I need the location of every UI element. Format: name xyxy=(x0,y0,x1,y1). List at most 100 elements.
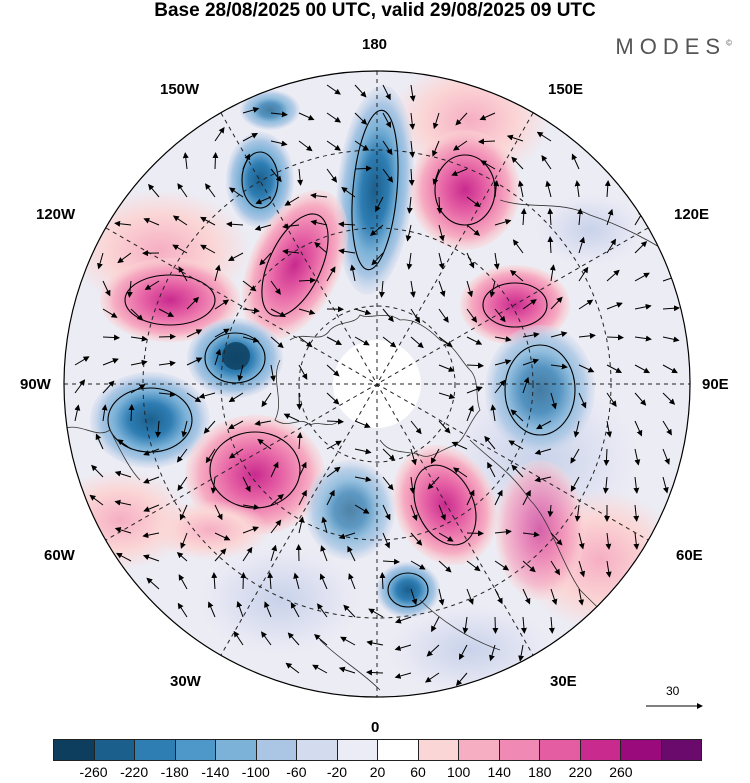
wind-arrow xyxy=(606,364,622,373)
wind-arrow xyxy=(375,196,384,213)
wind-arrow xyxy=(296,392,303,410)
wind-arrow xyxy=(634,303,652,310)
wind-arrow xyxy=(158,308,175,317)
wind-arrow xyxy=(494,489,503,506)
colorbar-swatch xyxy=(53,740,95,760)
wind-arrow xyxy=(319,573,328,590)
wind-arrow xyxy=(438,280,446,298)
wind-arrow xyxy=(205,448,216,464)
wind-arrow xyxy=(341,187,356,198)
wind-arrow xyxy=(455,112,468,126)
wind-arrow xyxy=(517,180,524,198)
wind-arrow xyxy=(242,546,253,562)
wind-arrow xyxy=(634,392,647,406)
wind-arrow xyxy=(242,153,251,170)
wind-arrow xyxy=(452,140,468,151)
wind-arrow xyxy=(406,252,413,270)
wind-arrow xyxy=(577,208,584,226)
wind-arrow xyxy=(438,392,456,400)
wind-arrow xyxy=(574,504,581,522)
wind-arrow xyxy=(130,384,146,394)
wind-arrow xyxy=(338,666,356,674)
wind-arrow xyxy=(326,336,342,345)
wind-arrow xyxy=(261,392,272,408)
wind-arrow xyxy=(270,544,278,562)
wind-arrow xyxy=(211,572,218,590)
wind-arrow xyxy=(298,516,305,534)
wind-arrow xyxy=(479,112,496,121)
wind-arrow xyxy=(326,84,341,95)
wind-arrow xyxy=(178,266,188,282)
wind-arrow xyxy=(466,308,478,323)
wind-arrow xyxy=(409,112,416,130)
colorbar-tick-label: 100 xyxy=(446,764,471,780)
wind-arrow xyxy=(200,244,216,254)
wind-arrow xyxy=(354,420,371,428)
wind-arrow xyxy=(518,644,525,662)
wind-arrow xyxy=(522,489,531,506)
lon-label-90e: 90E xyxy=(702,376,729,393)
wind-arrow xyxy=(102,280,111,297)
wind-arrow xyxy=(549,264,556,282)
wind-arrow xyxy=(326,440,342,450)
wind-arrow xyxy=(200,216,216,226)
wind-arrow xyxy=(146,577,160,590)
wind-arrow xyxy=(508,440,524,450)
wind-arrow xyxy=(180,532,188,549)
wind-arrow xyxy=(520,616,527,634)
colorbar-swatch xyxy=(378,740,419,760)
wind-arrow xyxy=(310,192,328,199)
wind-arrow xyxy=(283,413,300,422)
wind-arrow xyxy=(438,336,453,348)
wind-arrow xyxy=(520,208,527,226)
wind-arrow xyxy=(480,160,496,170)
wind-arrow xyxy=(547,504,554,518)
wind-arrow xyxy=(172,215,188,226)
wind-arrow xyxy=(74,404,81,422)
wind-arrow xyxy=(240,572,247,590)
colorbar-swatch xyxy=(256,740,297,760)
wind-arrow xyxy=(511,156,524,170)
wind-arrow xyxy=(366,639,384,646)
wind-arrow xyxy=(633,476,640,494)
wind-arrow xyxy=(662,305,680,312)
wind-arrow xyxy=(368,608,384,618)
wind-arrow xyxy=(101,404,108,422)
wind-arrow xyxy=(490,404,497,422)
wind-arrow xyxy=(214,126,225,142)
wind-arrow xyxy=(297,168,304,186)
wind-arrow xyxy=(452,467,468,478)
wind-arrow xyxy=(534,476,552,483)
modes-logo: MODES© xyxy=(615,34,732,59)
wind-arrow xyxy=(466,362,484,369)
wind-arrow xyxy=(410,588,418,606)
wind-arrow xyxy=(438,588,445,606)
wind-arrow xyxy=(326,489,335,506)
wind-arrow xyxy=(242,526,259,534)
wind-arrow xyxy=(662,448,670,465)
wind-arrow xyxy=(270,168,282,183)
wind-arrow xyxy=(338,248,356,255)
wind-arrow xyxy=(186,296,200,310)
wind-arrow xyxy=(130,308,144,321)
wind-arrow xyxy=(207,601,216,618)
wind-arrow xyxy=(512,239,524,254)
wind-arrow xyxy=(226,221,244,228)
colorbar-swatch xyxy=(540,740,581,760)
wind-arrow xyxy=(432,168,440,186)
wind-arrow xyxy=(494,359,512,366)
wind-arrow xyxy=(214,532,231,541)
wind-arrow xyxy=(354,448,372,455)
colorbar-tick-label: 220 xyxy=(568,764,592,780)
wind-arrow xyxy=(410,336,424,349)
wind-vectors xyxy=(74,84,680,686)
wind-arrow xyxy=(466,336,483,345)
wind-arrow xyxy=(451,168,468,176)
wind-arrow xyxy=(282,248,300,255)
wind-arrow xyxy=(264,601,272,618)
wind-arrow xyxy=(338,221,356,228)
wind-arrow xyxy=(522,299,537,310)
wind-arrow xyxy=(343,604,356,618)
wind-arrow xyxy=(284,196,300,206)
colorbar-swatch xyxy=(297,740,338,760)
